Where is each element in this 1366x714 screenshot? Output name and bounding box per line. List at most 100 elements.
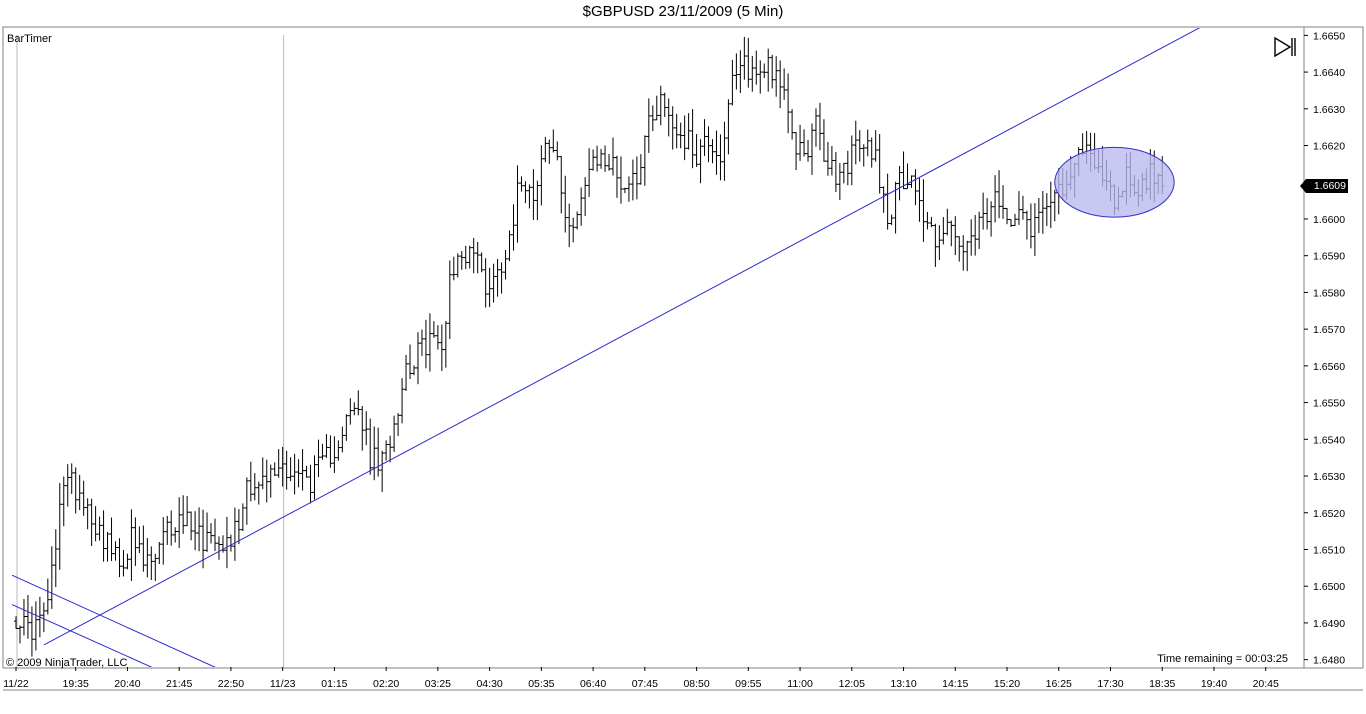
ohlc-bar bbox=[17, 625, 22, 644]
ohlc-bar bbox=[965, 240, 970, 272]
ohlc-bar bbox=[754, 50, 759, 85]
ohlc-bar bbox=[790, 109, 795, 140]
ohlc-bar bbox=[734, 53, 739, 90]
x-tick-label: 13:10 bbox=[890, 678, 916, 690]
ohlc-bar bbox=[1052, 189, 1057, 222]
y-tick-label: 1.6500 bbox=[1313, 581, 1345, 593]
ohlc-bar bbox=[917, 178, 922, 222]
ohlc-bar bbox=[630, 159, 635, 201]
ohlc-bar bbox=[1036, 198, 1041, 234]
ohlc-bar bbox=[865, 129, 870, 157]
x-tick-label: 16:25 bbox=[1046, 678, 1072, 690]
ohlc-bar bbox=[288, 457, 293, 482]
ohlc-bar bbox=[646, 98, 651, 153]
ohlc-bar bbox=[404, 354, 409, 391]
ohlc-bar bbox=[408, 344, 413, 380]
ohlc-bar bbox=[372, 426, 377, 481]
ohlc-bar bbox=[714, 130, 719, 175]
y-axis-panel bbox=[1303, 26, 1364, 669]
copyright-text: © 2009 NinjaTrader, LLC bbox=[6, 657, 128, 669]
ohlc-bar bbox=[272, 462, 277, 477]
ohlc-bar bbox=[455, 253, 460, 278]
x-tick-label: 15:20 bbox=[994, 678, 1020, 690]
ohlc-bar bbox=[527, 184, 532, 209]
ohlc-bar bbox=[730, 59, 735, 106]
ohlc-bar bbox=[61, 476, 66, 527]
ohlc-bar bbox=[511, 204, 516, 251]
ohlc-bar bbox=[507, 230, 512, 262]
ohlc-bar bbox=[467, 245, 472, 269]
ohlc-bar bbox=[77, 474, 82, 511]
ohlc-bar bbox=[794, 132, 799, 171]
step-forward-icon[interactable] bbox=[1273, 36, 1297, 58]
ohlc-bar bbox=[674, 113, 679, 149]
ohlc-bar bbox=[849, 135, 854, 186]
x-tick-label: 09:55 bbox=[735, 678, 761, 690]
ohlc-bar bbox=[352, 402, 357, 416]
ohlc-bar bbox=[483, 258, 488, 308]
x-tick-label: 05:35 bbox=[528, 678, 554, 690]
ohlc-bar bbox=[463, 245, 468, 270]
ohlc-bar bbox=[1044, 193, 1049, 226]
ohlc-bar bbox=[324, 434, 329, 458]
ohlc-bar bbox=[782, 68, 787, 100]
ohlc-bar bbox=[475, 241, 480, 274]
ohlc-bar bbox=[599, 148, 604, 169]
ohlc-bar bbox=[205, 512, 210, 552]
ohlc-bar bbox=[575, 211, 580, 230]
ohlc-bar bbox=[125, 553, 130, 570]
ohlc-bar bbox=[762, 63, 767, 79]
ohlc-bar bbox=[101, 510, 106, 562]
ohlc-bar bbox=[487, 267, 492, 308]
ohlc-bar bbox=[165, 515, 170, 545]
ohlc-bar bbox=[702, 119, 707, 156]
x-tick-label: 03:25 bbox=[425, 678, 451, 690]
ohlc-bar bbox=[45, 578, 50, 615]
ohlc-bar bbox=[300, 449, 305, 491]
ohlc-bar bbox=[400, 378, 405, 424]
ohlc-bar bbox=[921, 179, 926, 242]
ohlc-bar bbox=[961, 235, 966, 271]
ohlc-bar bbox=[989, 201, 994, 237]
ohlc-bar bbox=[451, 256, 456, 281]
ohlc-bar bbox=[85, 498, 90, 530]
ohlc-bar bbox=[678, 122, 683, 149]
ohlc-bar bbox=[539, 145, 544, 206]
bar-timer-text: Time remaining = 00:03:25 bbox=[1157, 653, 1288, 665]
ohlc-bar bbox=[977, 211, 982, 249]
ohlc-bar bbox=[607, 154, 612, 171]
ohlc-bar bbox=[583, 177, 588, 217]
ohlc-bar bbox=[515, 165, 520, 243]
ohlc-bar bbox=[117, 538, 122, 578]
ohlc-bar bbox=[213, 518, 217, 552]
ohlc-bar bbox=[471, 237, 476, 274]
x-tick-label: 06:40 bbox=[580, 678, 606, 690]
ohlc-bar bbox=[33, 601, 38, 651]
ohlc-bar bbox=[268, 464, 273, 498]
ohlc-bar bbox=[670, 106, 675, 150]
ohlc-bar bbox=[25, 595, 30, 639]
ohlc-bar bbox=[376, 427, 381, 477]
x-tick-label: 14:15 bbox=[942, 678, 968, 690]
trendline bbox=[43, 28, 1201, 646]
ohlc-bar bbox=[555, 141, 560, 161]
ohlc-bar bbox=[937, 225, 942, 261]
ohlc-bar bbox=[559, 155, 564, 214]
highlight-ellipse bbox=[1054, 146, 1175, 218]
x-tick-label: 07:45 bbox=[632, 678, 658, 690]
ohlc-bar bbox=[523, 181, 528, 204]
y-tick-label: 1.6510 bbox=[1313, 544, 1345, 556]
ohlc-bar bbox=[873, 130, 878, 162]
ohlc-bar bbox=[169, 510, 174, 546]
ohlc-bar bbox=[185, 496, 190, 527]
ohlc-bar bbox=[356, 390, 361, 416]
ohlc-bar bbox=[336, 440, 341, 461]
ohlc-bar bbox=[201, 509, 206, 569]
x-tick-label: 20:45 bbox=[1253, 678, 1279, 690]
ohlc-bar bbox=[614, 155, 619, 198]
ohlc-bar bbox=[439, 324, 444, 372]
ohlc-bar bbox=[519, 176, 524, 192]
x-tick-label: 21:45 bbox=[166, 678, 192, 690]
y-tick-label: 1.6620 bbox=[1313, 141, 1345, 153]
